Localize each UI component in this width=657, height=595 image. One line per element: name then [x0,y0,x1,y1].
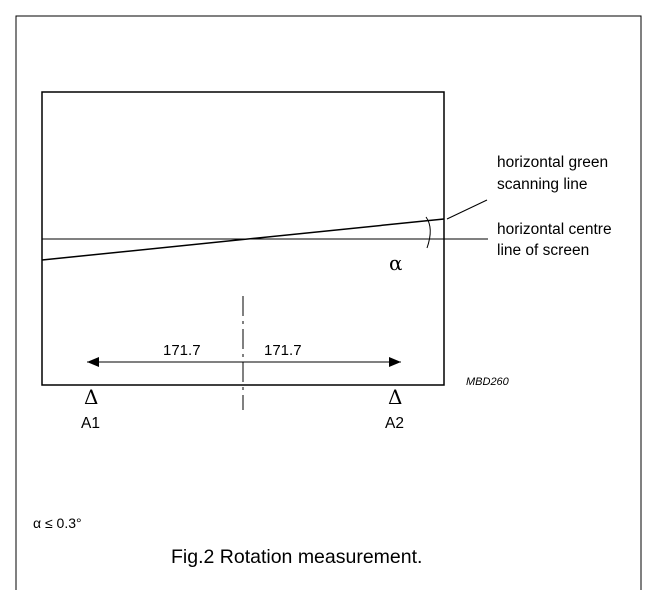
marker-a1-symbol: Δ [84,385,98,409]
drawing-code: MBD260 [466,376,510,388]
label-green-line-1: horizontal green [497,154,608,171]
label-green-line-2: scanning line [497,176,587,193]
label-centre-line-1: horizontal centre [497,221,612,238]
dimension-label-left: 171.7 [163,342,201,359]
marker-a2-label: A2 [385,415,404,432]
angle-arc [425,216,431,249]
angle-symbol: α [389,251,403,275]
marker-a1-label: A1 [81,415,100,432]
leader-scanning-line [446,199,488,220]
outer-frame [15,15,642,590]
label-centre-line-2: line of screen [497,242,589,259]
marker-a2-symbol: Δ [388,385,402,409]
dimension-label-right: 171.7 [264,342,302,359]
scanning-line [41,218,445,261]
figure-caption: Fig.2 Rotation measurement. [171,546,422,568]
condition-text: α ≤ 0.3° [33,515,82,531]
